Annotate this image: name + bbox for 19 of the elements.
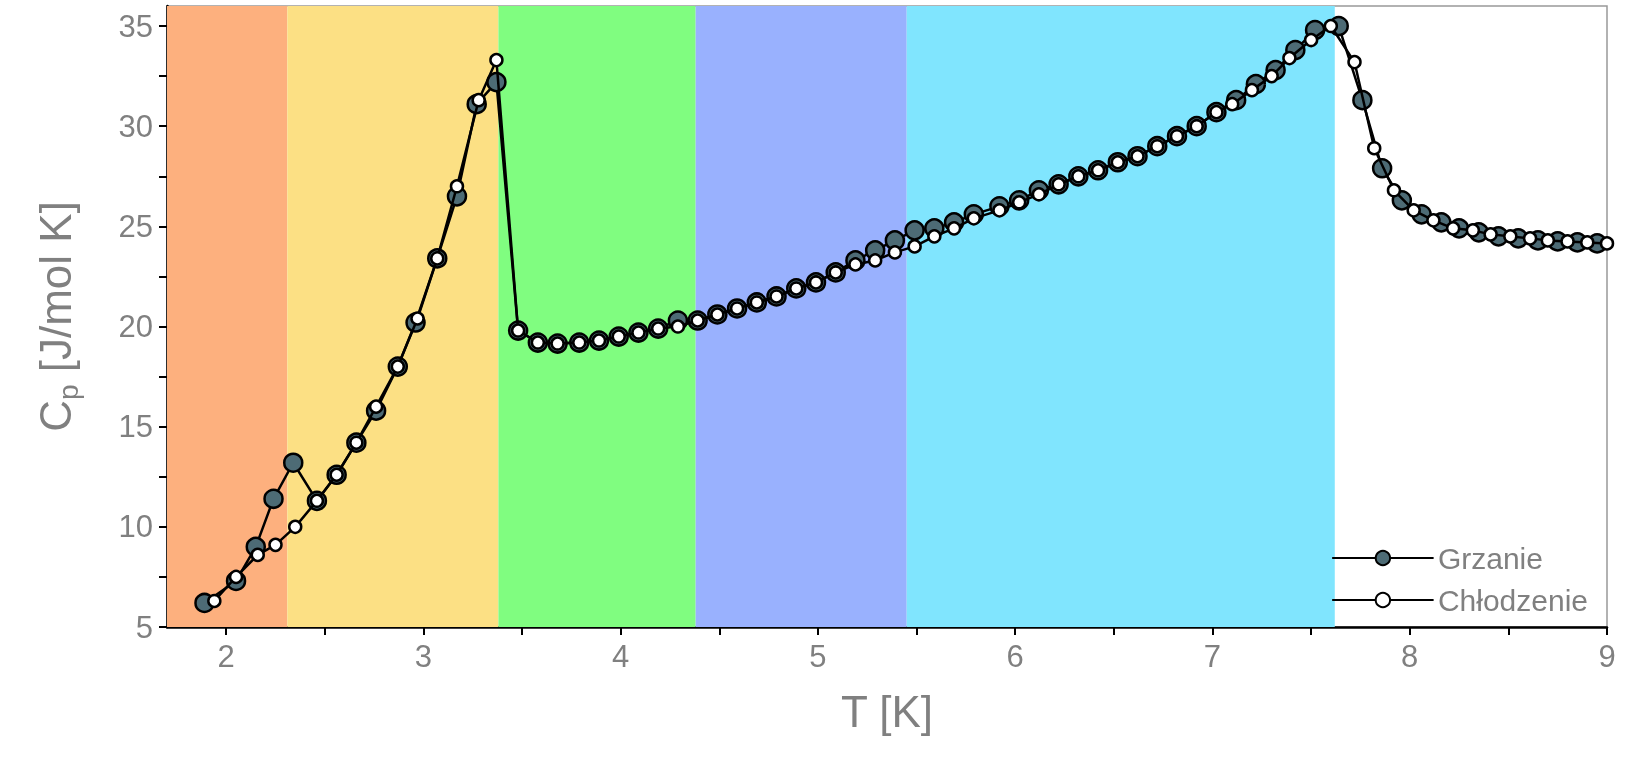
x-tick-label: 2 xyxy=(217,639,235,674)
y-tick-label: 30 xyxy=(118,108,153,144)
y-tick-label: 15 xyxy=(118,409,153,445)
y-tick-label: 20 xyxy=(118,309,153,345)
x-tick-label: 8 xyxy=(1401,639,1419,674)
y-tick-label: 35 xyxy=(118,8,153,44)
y-tick-label: 25 xyxy=(118,208,153,244)
legend-label: Chłodzenie xyxy=(1437,583,1589,617)
x-tick-label: 5 xyxy=(809,639,827,674)
y-tick-label: 10 xyxy=(118,509,153,545)
legend-label: Grzanie xyxy=(1437,541,1543,575)
y-tick-label: 5 xyxy=(135,609,153,645)
x-tick-label: 9 xyxy=(1598,639,1616,674)
x-tick-label: 7 xyxy=(1203,639,1222,674)
x-axis-title: T [K] xyxy=(840,686,934,736)
x-tick-label: 6 xyxy=(1006,639,1024,674)
y-axis-title: Cp [J/mol K] xyxy=(30,201,84,432)
x-tick-label: 3 xyxy=(414,639,433,674)
x-tick-label: 4 xyxy=(612,639,630,674)
